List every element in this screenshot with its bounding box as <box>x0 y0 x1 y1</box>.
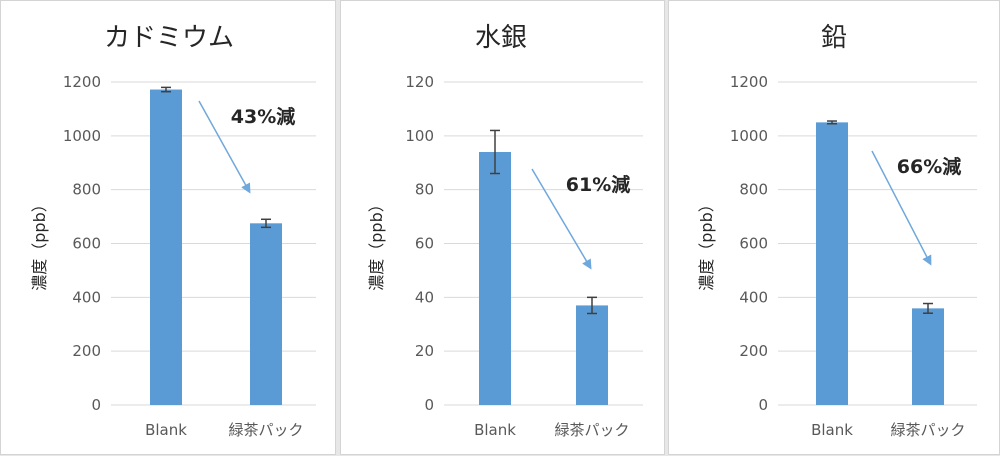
bar <box>576 305 608 405</box>
x-category-label: Blank <box>811 421 853 439</box>
y-tick-label: 600 <box>72 235 101 253</box>
reduction-annotation: 66%減 <box>897 155 961 178</box>
y-axis-label: 濃度（ppb） <box>367 196 386 290</box>
y-tick-label: 1000 <box>730 127 768 145</box>
y-tick-label: 60 <box>415 235 434 253</box>
chart-panel-mercury: 水銀 0 20 40 60 80 100 120 濃度（ppb） Blank 緑茶パック 61%減 <box>340 0 665 455</box>
y-tick-label: 120 <box>405 73 434 91</box>
chart-svg: 鉛 0 200 400 600 800 1000 1200 濃度（ppb） Blank 緑茶パック 6… <box>697 23 977 439</box>
chart-svg: カドミウム 0 200 400 600 800 1000 1200 濃度（ppb） Blank 緑茶… <box>30 23 316 439</box>
chart-title: 鉛 <box>821 23 847 53</box>
y-tick-label: 200 <box>72 342 101 360</box>
y-tick-label: 0 <box>758 396 768 414</box>
decrease-arrow <box>871 150 932 266</box>
x-category-label: 緑茶パック <box>890 421 965 439</box>
y-axis-label: 濃度（ppb） <box>30 196 49 290</box>
chart-panel-lead: 鉛 0 200 400 600 800 1000 1200 濃度（ppb） Blank 緑茶パック 6… <box>668 0 1000 455</box>
y-axis-label: 濃度（ppb） <box>697 196 716 290</box>
y-tick-label: 80 <box>415 181 434 199</box>
y-tick-label: 0 <box>91 396 101 414</box>
y-tick-label: 1200 <box>730 73 768 91</box>
chart-panel-cadmium: カドミウム 0 200 400 600 800 1000 1200 濃度（ppb） Blank 緑茶… <box>0 0 336 455</box>
decrease-arrow <box>531 168 592 270</box>
bar <box>250 223 282 405</box>
y-tick-label: 20 <box>415 342 434 360</box>
y-tick-label: 800 <box>739 181 768 199</box>
chart-svg: 水銀 0 20 40 60 80 100 120 濃度（ppb） Blank 緑茶パック 61%減 <box>367 23 643 439</box>
reduction-annotation: 43%減 <box>231 105 295 128</box>
y-tick-label: 1000 <box>63 127 101 145</box>
y-tick-label: 0 <box>424 396 434 414</box>
x-category-label: 緑茶パック <box>554 421 629 439</box>
bar <box>912 308 944 405</box>
y-tick-label: 600 <box>739 235 768 253</box>
x-category-label: Blank <box>474 421 516 439</box>
y-tick-label: 100 <box>405 127 434 145</box>
x-category-label: Blank <box>145 421 187 439</box>
bar <box>150 89 182 405</box>
bar <box>479 151 511 405</box>
chart-title: 水銀 <box>475 23 527 53</box>
y-tick-label: 400 <box>739 288 768 306</box>
y-tick-label: 200 <box>739 342 768 360</box>
chart-title: カドミウム <box>104 23 234 53</box>
y-tick-label: 800 <box>72 181 101 199</box>
y-tick-label: 40 <box>415 288 434 306</box>
decrease-arrow <box>198 100 251 194</box>
x-category-label: 緑茶パック <box>228 421 303 439</box>
y-tick-label: 400 <box>72 288 101 306</box>
y-tick-label: 1200 <box>63 73 101 91</box>
bar <box>816 122 848 405</box>
reduction-annotation: 61%減 <box>566 173 630 196</box>
